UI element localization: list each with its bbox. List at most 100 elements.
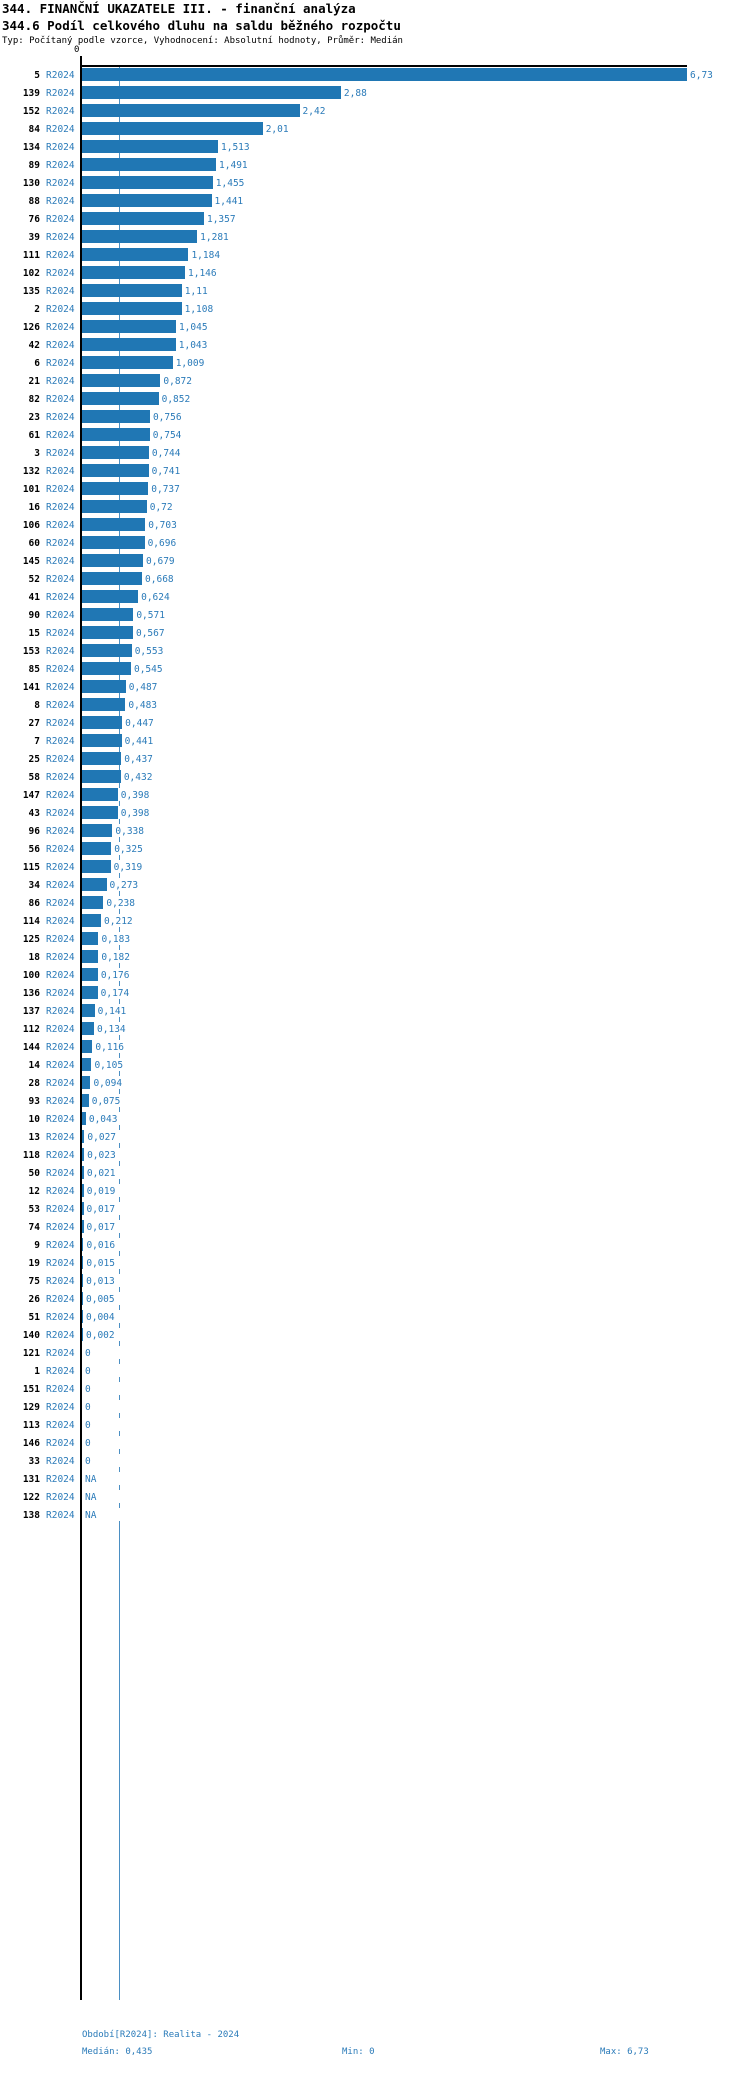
bar[interactable] xyxy=(82,770,121,783)
bar[interactable] xyxy=(82,1004,95,1017)
bar-row[interactable]: 23 R2024 0,756 xyxy=(0,409,750,427)
bar-row[interactable]: 137 R2024 0,141 xyxy=(0,1003,750,1021)
bar[interactable] xyxy=(82,788,118,801)
bar-row[interactable]: 18 R2024 0,182 xyxy=(0,949,750,967)
bar-row[interactable]: 12 R2024 0,019 xyxy=(0,1183,750,1201)
bar-row[interactable]: 147 R2024 0,398 xyxy=(0,787,750,805)
bar[interactable] xyxy=(82,428,150,441)
bar-row[interactable]: 84 R2024 2,01 xyxy=(0,121,750,139)
bar-row[interactable]: 135 R2024 1,11 xyxy=(0,283,750,301)
bar-row[interactable]: 115 R2024 0,319 xyxy=(0,859,750,877)
bar[interactable] xyxy=(82,320,176,333)
bar[interactable] xyxy=(82,842,112,855)
bar-row[interactable]: 26 R2024 0,005 xyxy=(0,1291,750,1309)
bar-row[interactable]: 60 R2024 0,696 xyxy=(0,535,750,553)
bar-row[interactable]: 100 R2024 0,176 xyxy=(0,967,750,985)
bar[interactable] xyxy=(82,1058,92,1071)
bar[interactable] xyxy=(82,1130,85,1143)
bar-row[interactable]: 7 R2024 0,441 xyxy=(0,733,750,751)
bar-row[interactable]: 136 R2024 0,174 xyxy=(0,985,750,1003)
bar[interactable] xyxy=(82,356,173,369)
bar[interactable] xyxy=(82,716,123,729)
bar-row[interactable]: 5 R2024 6,73 xyxy=(0,67,750,85)
bar-row[interactable]: 111 R2024 1,184 xyxy=(0,247,750,265)
bar-row[interactable]: 34 R2024 0,273 xyxy=(0,877,750,895)
bar[interactable] xyxy=(82,122,263,135)
bar-row[interactable]: 122 R2024 NA xyxy=(0,1489,750,1507)
bar-row[interactable]: 50 R2024 0,021 xyxy=(0,1165,750,1183)
bar-row[interactable]: 39 R2024 1,281 xyxy=(0,229,750,247)
bar[interactable] xyxy=(82,1238,84,1251)
bar[interactable] xyxy=(82,752,122,765)
bar[interactable] xyxy=(82,626,133,639)
bar[interactable] xyxy=(82,1076,91,1089)
bar-row[interactable]: 58 R2024 0,432 xyxy=(0,769,750,787)
bar[interactable] xyxy=(82,680,126,693)
bar-row[interactable]: 144 R2024 0,116 xyxy=(0,1039,750,1057)
bar-row[interactable]: 132 R2024 0,741 xyxy=(0,463,750,481)
bar-row[interactable]: 41 R2024 0,624 xyxy=(0,589,750,607)
bar-row[interactable]: 146 R2024 0 xyxy=(0,1435,750,1453)
bar-row[interactable]: 139 R2024 2,88 xyxy=(0,85,750,103)
bar-row[interactable]: 102 R2024 1,146 xyxy=(0,265,750,283)
bar[interactable] xyxy=(82,860,111,873)
bar[interactable] xyxy=(82,500,147,513)
bar[interactable] xyxy=(82,932,99,945)
bar-row[interactable]: 93 R2024 0,075 xyxy=(0,1093,750,1111)
bar-row[interactable]: 13 R2024 0,027 xyxy=(0,1129,750,1147)
bar-row[interactable]: 19 R2024 0,015 xyxy=(0,1255,750,1273)
bar-row[interactable]: 96 R2024 0,338 xyxy=(0,823,750,841)
bar-row[interactable]: 27 R2024 0,447 xyxy=(0,715,750,733)
bar[interactable] xyxy=(82,824,113,837)
bar-row[interactable]: 76 R2024 1,357 xyxy=(0,211,750,229)
bar[interactable] xyxy=(82,1166,84,1179)
bar[interactable] xyxy=(82,176,213,189)
bar-row[interactable]: 53 R2024 0,017 xyxy=(0,1201,750,1219)
bar[interactable] xyxy=(82,230,198,243)
bar-row[interactable]: 10 R2024 0,043 xyxy=(0,1111,750,1129)
bar-row[interactable]: 130 R2024 1,455 xyxy=(0,175,750,193)
bar[interactable] xyxy=(82,806,118,819)
bar[interactable] xyxy=(82,1220,84,1233)
bar-row[interactable]: 75 R2024 0,013 xyxy=(0,1273,750,1291)
bar[interactable] xyxy=(82,212,204,225)
bar[interactable] xyxy=(82,914,102,927)
bar-row[interactable]: 89 R2024 1,491 xyxy=(0,157,750,175)
bar[interactable] xyxy=(82,1022,95,1035)
bar-row[interactable]: 88 R2024 1,441 xyxy=(0,193,750,211)
bar[interactable] xyxy=(82,572,143,585)
bar-row[interactable]: 74 R2024 0,017 xyxy=(0,1219,750,1237)
bar[interactable] xyxy=(82,104,300,117)
bar-row[interactable]: 126 R2024 1,045 xyxy=(0,319,750,337)
bar-row[interactable]: 2 R2024 1,108 xyxy=(0,301,750,319)
bar-row[interactable]: 141 R2024 0,487 xyxy=(0,679,750,697)
bar[interactable] xyxy=(82,1184,84,1197)
bar-row[interactable]: 85 R2024 0,545 xyxy=(0,661,750,679)
bar[interactable] xyxy=(82,266,186,279)
bar[interactable] xyxy=(82,194,212,207)
bar-row[interactable]: 61 R2024 0,754 xyxy=(0,427,750,445)
bar[interactable] xyxy=(82,1148,85,1161)
bar-row[interactable]: 112 R2024 0,134 xyxy=(0,1021,750,1039)
bar[interactable] xyxy=(82,608,134,621)
bar[interactable] xyxy=(82,950,99,963)
bar[interactable] xyxy=(82,968,98,981)
bar[interactable] xyxy=(82,1094,89,1107)
bar-row[interactable]: 151 R2024 0 xyxy=(0,1381,750,1399)
bar[interactable] xyxy=(82,68,688,81)
bar[interactable] xyxy=(82,554,144,567)
bar[interactable] xyxy=(82,878,107,891)
bar[interactable] xyxy=(82,338,176,351)
bar-row[interactable]: 52 R2024 0,668 xyxy=(0,571,750,589)
bar[interactable] xyxy=(82,392,159,405)
bar[interactable] xyxy=(82,536,145,549)
bar-row[interactable]: 51 R2024 0,004 xyxy=(0,1309,750,1327)
bar-row[interactable]: 131 R2024 NA xyxy=(0,1471,750,1489)
bar-row[interactable]: 121 R2024 0 xyxy=(0,1345,750,1363)
bar[interactable] xyxy=(82,1202,84,1215)
bar-row[interactable]: 134 R2024 1,513 xyxy=(0,139,750,157)
bar-row[interactable]: 129 R2024 0 xyxy=(0,1399,750,1417)
bar[interactable] xyxy=(82,464,149,477)
bar-row[interactable]: 125 R2024 0,183 xyxy=(0,931,750,949)
bar-row[interactable]: 16 R2024 0,72 xyxy=(0,499,750,517)
